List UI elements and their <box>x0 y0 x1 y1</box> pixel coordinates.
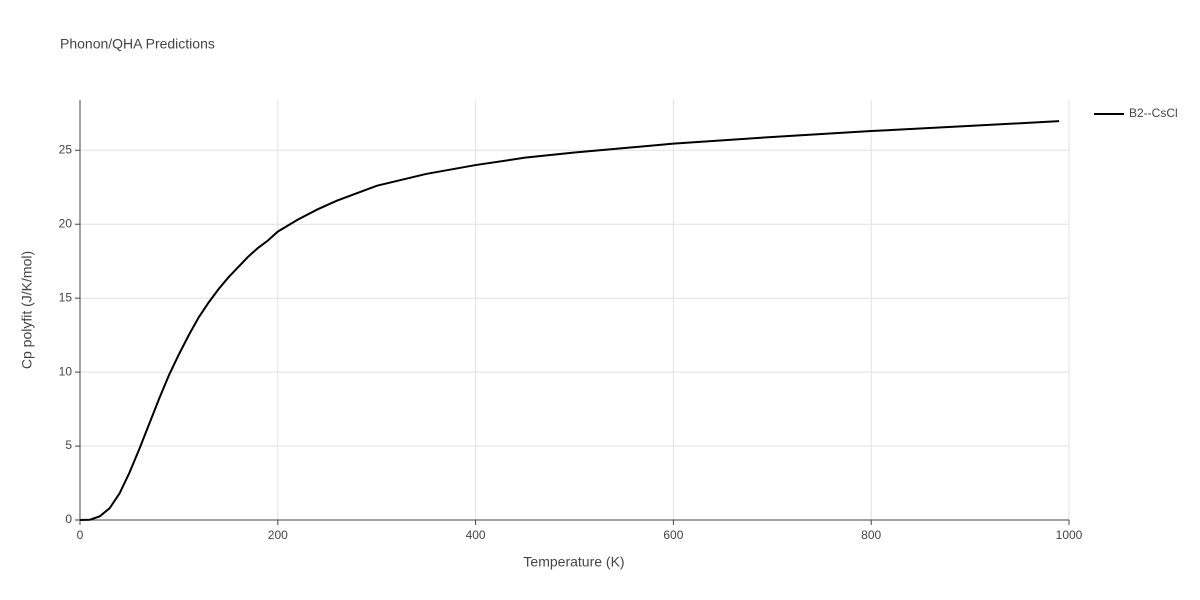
y-axis-title: Cp polyfit (J/K/mol) <box>19 251 35 369</box>
y-tick-label: 0 <box>65 512 72 526</box>
x-tick-label: 400 <box>466 528 486 542</box>
legend-label: B2--CsCl <box>1129 106 1178 120</box>
y-tick-label: 15 <box>59 290 73 304</box>
data-line <box>79 120 1060 521</box>
y-tick-label: 5 <box>65 438 72 452</box>
chart-title: Phonon/QHA Predictions <box>60 36 215 52</box>
x-tick-label: 200 <box>268 528 288 542</box>
x-tick-label: 1000 <box>1056 528 1083 542</box>
x-tick-label: 0 <box>77 528 84 542</box>
x-axis-title: Temperature (K) <box>523 554 624 570</box>
y-tick-label: 25 <box>59 142 73 156</box>
y-tick-label: 10 <box>59 364 73 378</box>
x-tick-label: 600 <box>663 528 683 542</box>
x-tick-label: 800 <box>861 528 881 542</box>
y-tick-label: 20 <box>59 216 73 230</box>
